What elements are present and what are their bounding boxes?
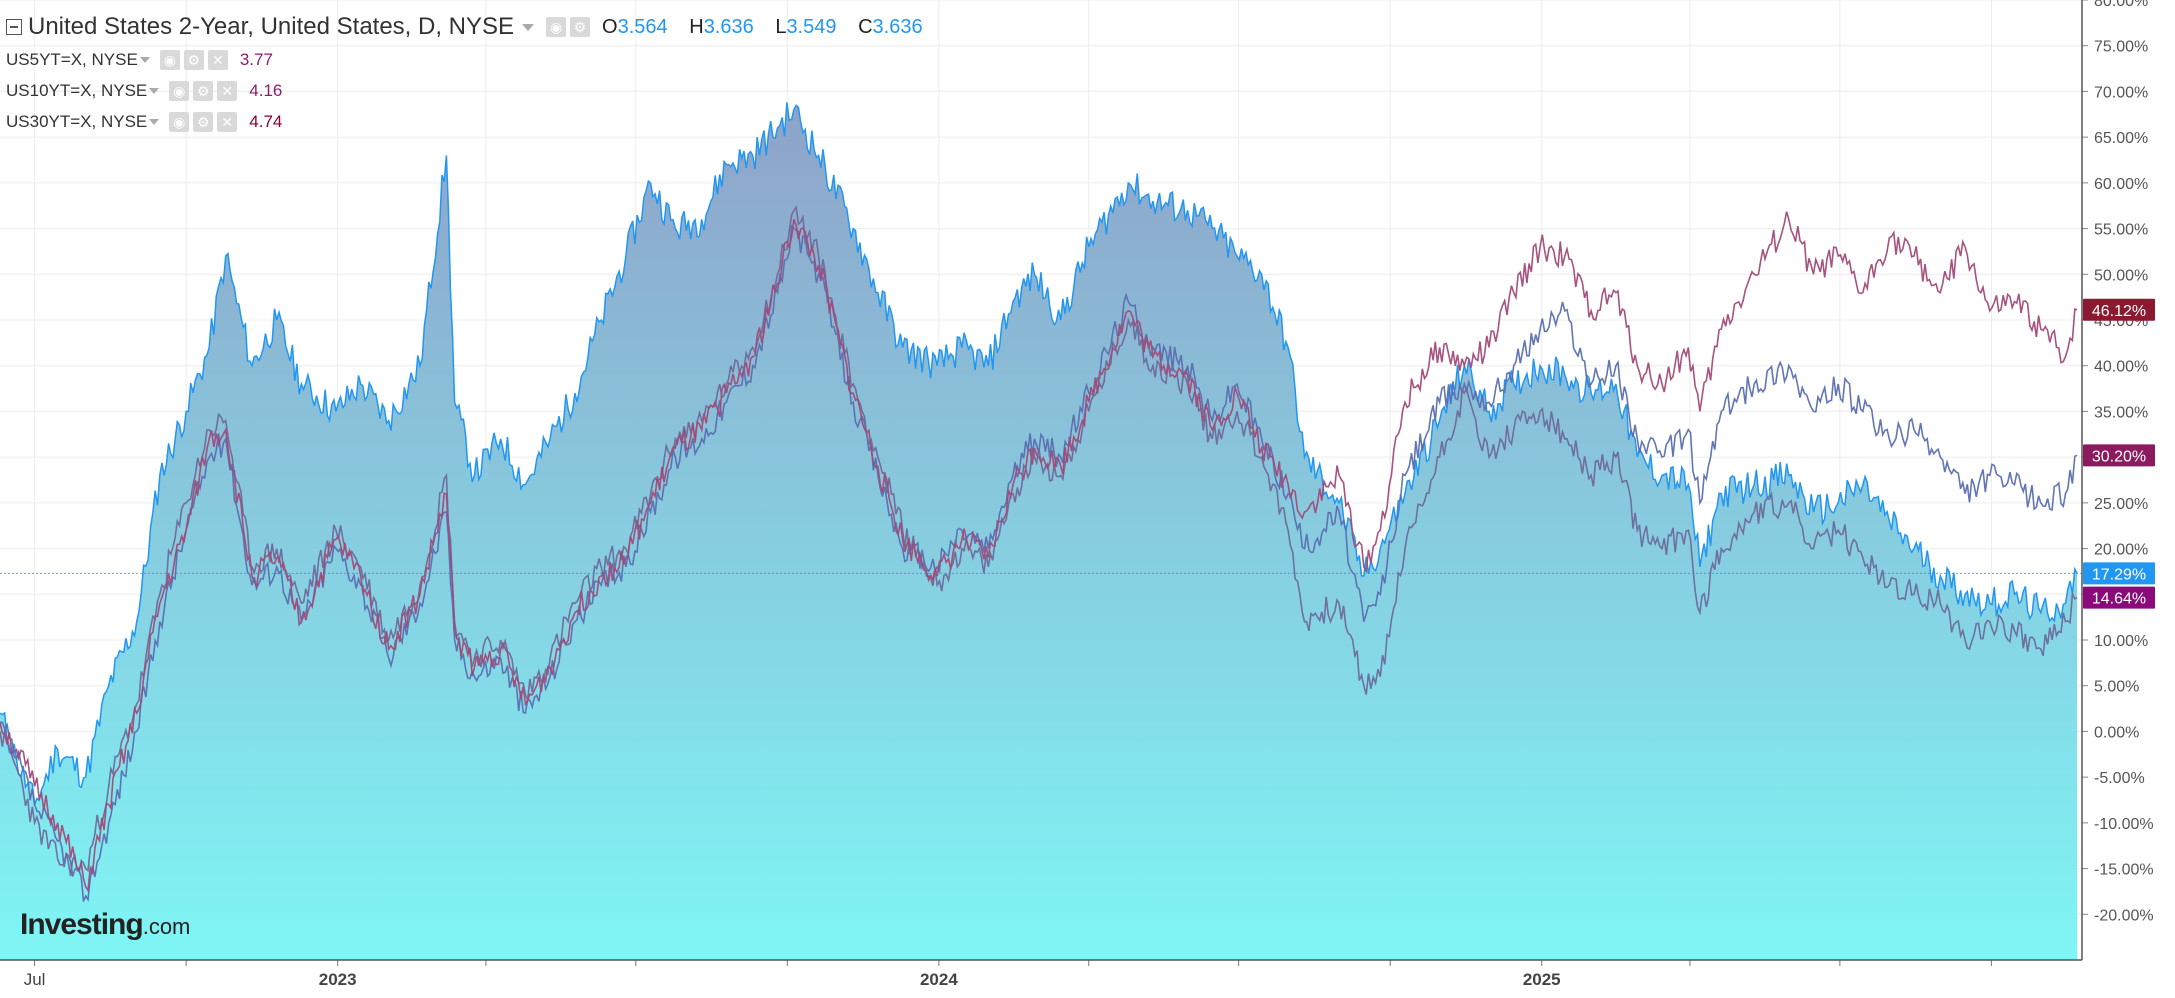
main-series-row: United States 2-Year, United States, D, … — [6, 10, 939, 44]
comparison-symbol[interactable]: US30YT=X, NYSE — [6, 111, 148, 131]
y-tick-label: 50.00% — [2094, 267, 2148, 284]
comparison-row-us30y: US30YT=X, NYSE ◉ ⚙ ✕ 4.74 — [6, 106, 939, 137]
price-badge-label: 14.64% — [2092, 591, 2146, 608]
y-tick-label: -10.00% — [2094, 816, 2154, 833]
price-badge: 30.20% — [2083, 444, 2155, 467]
comparison-symbol[interactable]: US5YT=X, NYSE — [6, 49, 138, 69]
price-badges: 46.12% 30.20% 17.29% 14.64% — [2083, 298, 2155, 609]
ohlc-low-key: L — [775, 15, 787, 38]
main-series-title[interactable]: United States 2-Year, United States, D, … — [28, 13, 515, 40]
gear-icon[interactable]: ⚙ — [183, 49, 204, 70]
price-badge: 17.29% — [2083, 562, 2155, 585]
comparison-row-us5y: US5YT=X, NYSE ◉ ⚙ ✕ 3.77 — [6, 44, 939, 75]
y-tick-label: -20.00% — [2094, 907, 2154, 924]
logo-suffix: .com — [142, 914, 191, 939]
y-tick-label: -5.00% — [2094, 770, 2145, 787]
close-icon[interactable]: ✕ — [217, 80, 238, 101]
price-badge-bg — [2083, 444, 2155, 467]
close-icon[interactable]: ✕ — [207, 49, 228, 70]
price-badge-label: 46.12% — [2092, 303, 2146, 320]
y-tick-label: 35.00% — [2094, 404, 2148, 421]
ohlc-close-value: 3.636 — [872, 15, 923, 38]
x-tick-label: 2023 — [319, 970, 357, 989]
chevron-down-icon[interactable] — [139, 56, 150, 63]
y-tick-label: 55.00% — [2094, 222, 2148, 239]
comparison-value: 4.74 — [249, 111, 283, 131]
y-tick-label: -15.00% — [2094, 862, 2154, 879]
eye-icon[interactable]: ◉ — [159, 49, 180, 70]
eye-icon[interactable]: ◉ — [169, 80, 190, 101]
ohlc-high-key: H — [689, 15, 704, 38]
series-line-2y[interactable] — [0, 102, 2078, 805]
eye-icon[interactable]: ◉ — [169, 111, 190, 132]
ohlc-values: O3.564 H3.636 L3.549 C3.636 — [602, 16, 939, 39]
price-badge: 46.12% — [2083, 298, 2155, 321]
gear-icon[interactable]: ⚙ — [570, 17, 591, 37]
y-tick-label: 5.00% — [2094, 679, 2139, 696]
comparison-value: 3.77 — [239, 49, 273, 69]
gear-icon[interactable]: ⚙ — [193, 111, 214, 132]
series-area-2y — [0, 102, 2078, 960]
y-tick-label: 0.00% — [2094, 724, 2139, 741]
price-badge-label: 17.29% — [2092, 566, 2146, 583]
price-badge-bg — [2083, 298, 2155, 321]
price-badge: 14.64% — [2083, 586, 2155, 609]
price-badge-bg — [2083, 562, 2155, 585]
ohlc-high-value: 3.636 — [703, 15, 754, 38]
y-tick-label: 60.00% — [2094, 176, 2148, 193]
y-tick-label: 10.00% — [2094, 633, 2148, 650]
x-tick-label: Jul — [24, 970, 46, 989]
legend: United States 2-Year, United States, D, … — [6, 10, 939, 137]
ohlc-open-key: O — [602, 15, 618, 38]
comparison-symbol[interactable]: US10YT=X, NYSE — [6, 80, 148, 100]
ohlc-open-value: 3.564 — [617, 15, 668, 38]
price-badge-label: 30.20% — [2092, 448, 2146, 465]
comparison-row-us10y: US10YT=X, NYSE ◉ ⚙ ✕ 4.16 — [6, 75, 939, 106]
y-tick-label: 75.00% — [2094, 39, 2148, 56]
ohlc-close-key: C — [858, 15, 873, 38]
x-tick-label: 2024 — [920, 970, 958, 989]
eye-icon[interactable]: ◉ — [546, 17, 567, 37]
close-icon[interactable]: ✕ — [217, 111, 238, 132]
ohlc-low-value: 3.549 — [786, 15, 837, 38]
plot-area[interactable] — [0, 102, 2082, 960]
y-tick-label: 70.00% — [2094, 84, 2148, 101]
y-tick-label: 40.00% — [2094, 359, 2148, 376]
logo-brand: Investing — [20, 908, 144, 941]
chevron-down-icon[interactable] — [149, 118, 160, 125]
x-tick-label: 2025 — [1523, 970, 1561, 989]
chevron-down-icon[interactable] — [522, 23, 535, 31]
chevron-down-icon[interactable] — [149, 87, 160, 94]
series-line-us30y[interactable] — [0, 211, 2078, 893]
gear-icon[interactable]: ⚙ — [193, 80, 214, 101]
price-badge-bg — [2083, 586, 2155, 609]
y-tick-label: 20.00% — [2094, 542, 2148, 559]
series-line-us10y[interactable] — [0, 224, 2078, 902]
comparison-value: 4.16 — [249, 80, 283, 100]
y-tick-label: 25.00% — [2094, 496, 2148, 513]
y-tick-label: 65.00% — [2094, 130, 2148, 147]
collapse-legend-button[interactable] — [6, 19, 22, 35]
y-tick-label: 80.00% — [2094, 0, 2148, 10]
investing-logo: Investing.com — [20, 908, 190, 942]
